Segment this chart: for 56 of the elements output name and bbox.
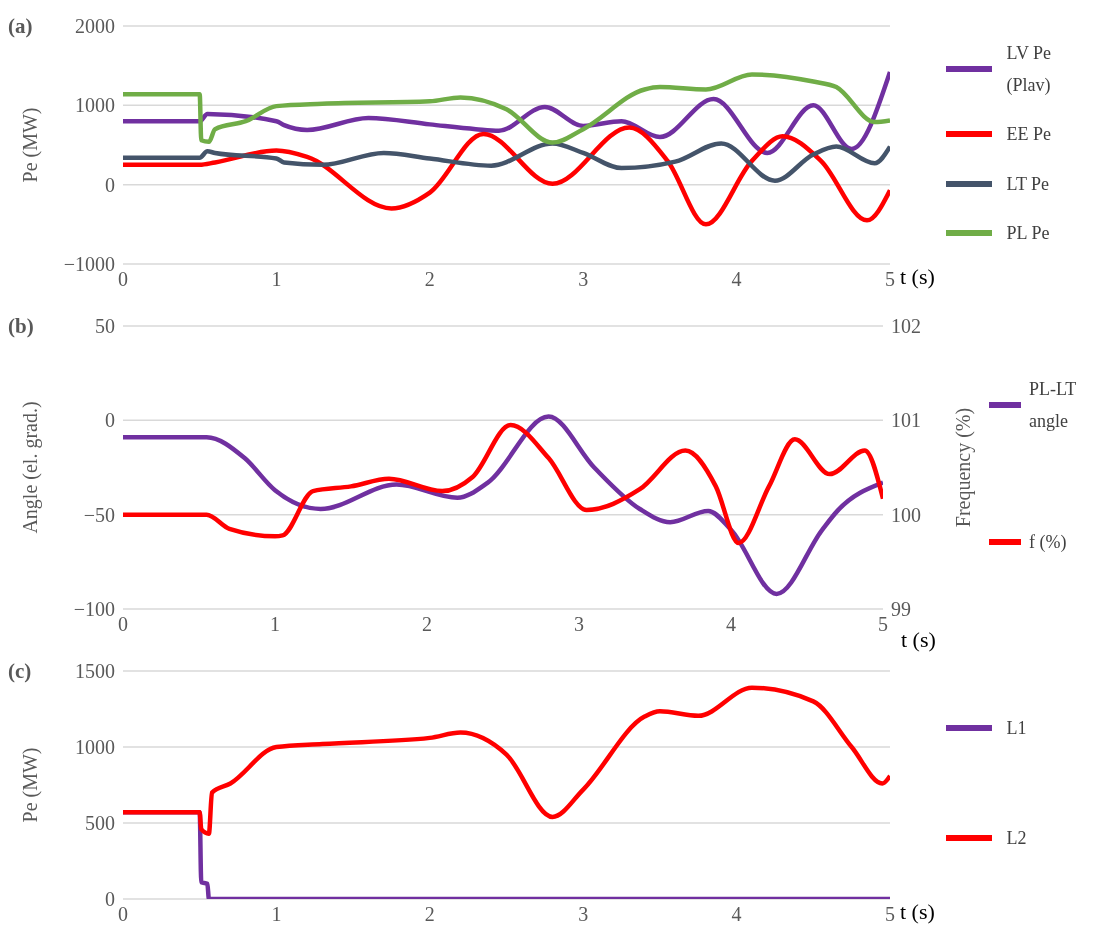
x-tick-label: 3 — [574, 613, 584, 636]
legend-label: L2 — [1006, 827, 1028, 850]
x-tick-label: 4 — [726, 613, 736, 636]
y2-tick-label: 102 — [891, 315, 921, 338]
line-series — [123, 414, 883, 597]
x-tick-label: 1 — [270, 613, 280, 636]
y-tick-label: 0 — [105, 173, 115, 196]
x-tick-label: 5 — [885, 903, 895, 926]
y-tick-label: −1000 — [63, 253, 115, 276]
x-tick-label: 2 — [422, 613, 432, 636]
legend-label: PL Pe — [1006, 222, 1051, 246]
x-tick-label: 2 — [424, 903, 435, 926]
y-axis-title: Pe (MW) — [19, 107, 43, 183]
legend-label: f (%) — [1029, 531, 1068, 555]
y-tick-label: 1000 — [75, 736, 115, 759]
x-tick-label: 5 — [885, 268, 895, 291]
y2-tick-label: 99 — [891, 598, 911, 621]
chart-title: (a) — [8, 14, 33, 39]
line-series — [123, 69, 890, 156]
x-tick-label: 2 — [424, 268, 435, 291]
x-axis-title: t (s) — [901, 627, 936, 653]
y2-axis-title: Frequency (%) — [952, 407, 976, 528]
legend-label: EE Pe — [1006, 123, 1053, 147]
y2-tick-label: 101 — [891, 409, 921, 432]
y-tick-label: 50 — [95, 315, 115, 338]
line-series — [123, 685, 890, 836]
y-tick-label: 0 — [105, 409, 115, 432]
y-axis-title: Angle (el. grad.) — [19, 401, 43, 534]
x-tick-label: 5 — [878, 613, 888, 636]
y-tick-label: 1500 — [75, 660, 115, 683]
x-tick-label: 4 — [731, 268, 742, 291]
x-tick-label: 1 — [271, 903, 282, 926]
y-tick-label: 0 — [105, 888, 115, 911]
x-axis-title: t (s) — [900, 264, 935, 290]
chart-title: (b) — [8, 314, 34, 339]
line-series — [123, 125, 890, 227]
legend-label: LV Pe (Plav) — [1006, 41, 1053, 97]
line-series — [123, 422, 883, 546]
line-series — [123, 72, 890, 145]
y-tick-label: 1000 — [75, 94, 115, 117]
line-series — [123, 141, 890, 183]
x-tick-label: 3 — [578, 903, 589, 926]
x-tick-label: 1 — [271, 268, 282, 291]
x-tick-label: 3 — [578, 268, 589, 291]
x-tick-label: 4 — [731, 903, 742, 926]
y-tick-label: −100 — [73, 598, 115, 621]
y-tick-label: −50 — [83, 503, 115, 526]
legend-label: PL-LT angle — [1029, 377, 1077, 433]
y-tick-label: 500 — [85, 812, 115, 835]
x-axis-title: t (s) — [900, 899, 935, 925]
legend-label: LT Pe — [1006, 172, 1051, 196]
chart-title: (c) — [8, 659, 32, 684]
y-axis-title: Pe (MW) — [19, 747, 43, 823]
legend-label: L1 — [1006, 717, 1028, 740]
y2-tick-label: 100 — [891, 503, 921, 526]
y-tick-label: 2000 — [75, 15, 115, 38]
